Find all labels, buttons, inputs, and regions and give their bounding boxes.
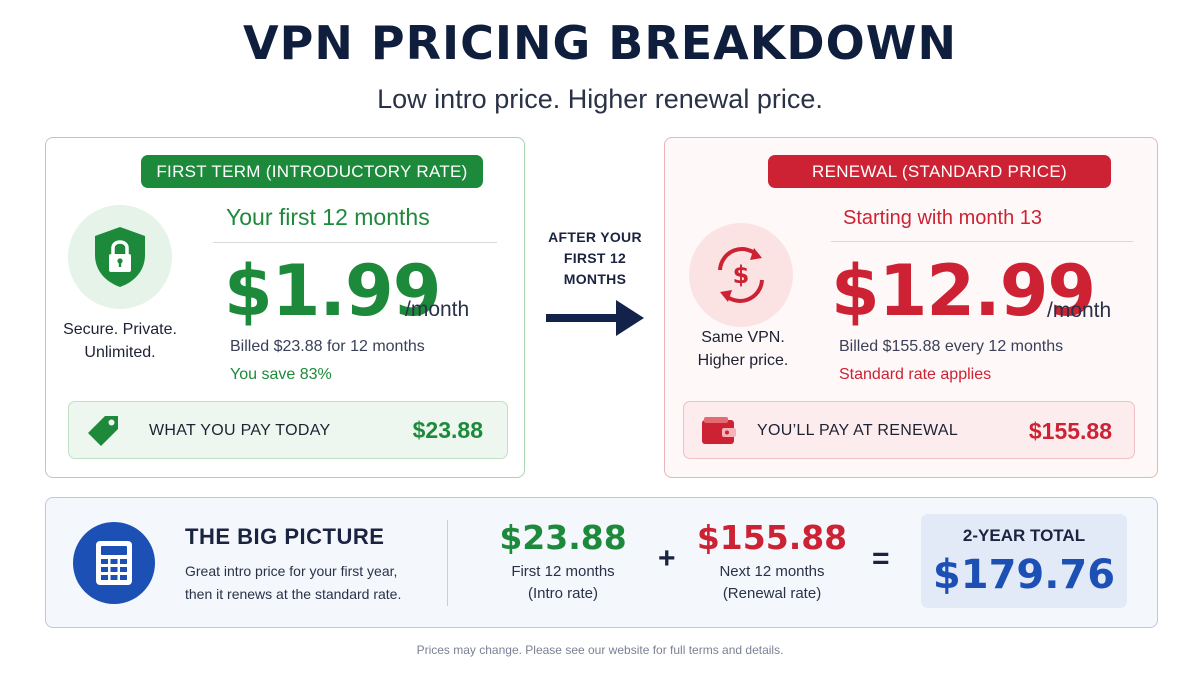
divider bbox=[831, 241, 1133, 242]
two-year-total-label: 2-YEAR TOTAL bbox=[962, 526, 1086, 545]
two-year-total-value: $179.76 bbox=[932, 552, 1116, 598]
pay-renewal-value: $155.88 bbox=[1028, 418, 1112, 444]
first-year-label-line-2: (Intro rate) bbox=[527, 585, 599, 602]
description-line-2: then it renews at the standard rate. bbox=[185, 586, 402, 602]
page-title: VPN PRICING BREAKDOWN bbox=[243, 16, 957, 70]
footer-disclaimer: Prices may change. Please see our websit… bbox=[416, 643, 784, 657]
pay-renewal-box: YOU’LL PAY AT RENEWAL $155.88 bbox=[683, 401, 1135, 459]
renewal-billed-text: Billed $155.88 every 12 months bbox=[839, 338, 1064, 355]
first-term-period: Your first 12 months bbox=[226, 204, 430, 230]
second-year-label-line-1: Next 12 months bbox=[719, 563, 825, 580]
tagline-line-1: Same VPN. bbox=[701, 329, 785, 346]
arrow-right-icon bbox=[546, 300, 644, 336]
vertical-divider bbox=[447, 520, 448, 606]
big-picture-title: THE BIG PICTURE bbox=[185, 524, 385, 549]
first-year-label: First 12 months (Intro rate) bbox=[483, 561, 643, 605]
pay-today-value: $23.88 bbox=[412, 417, 483, 443]
page-subtitle: Low intro price. Higher renewal price. bbox=[377, 84, 823, 114]
second-year-summary: $155.88 Next 12 months (Renewal rate) bbox=[692, 518, 852, 605]
calculator-icon bbox=[73, 522, 155, 604]
second-year-label: Next 12 months (Renewal rate) bbox=[692, 561, 852, 605]
price-tag-icon bbox=[88, 416, 118, 446]
two-year-total-box: 2-YEAR TOTAL $179.76 bbox=[921, 514, 1127, 608]
transition-line-3: MONTHS bbox=[563, 271, 627, 287]
first-term-card: FIRST TERM (INTRODUCTORY RATE) Secure. P… bbox=[45, 137, 525, 478]
description-line-1: Great intro price for your first year, bbox=[185, 563, 398, 579]
first-year-label-line-1: First 12 months bbox=[511, 563, 615, 580]
renewal-pill: RENEWAL (STANDARD PRICE) bbox=[768, 155, 1111, 188]
tagline-line-2: Unlimited. bbox=[84, 344, 156, 361]
dollar-cycle-icon: $ bbox=[689, 223, 793, 327]
transition-line-1: AFTER YOUR bbox=[548, 229, 642, 245]
second-year-amount: $155.88 bbox=[696, 518, 848, 557]
renewal-card: RENEWAL (STANDARD PRICE) $ Same VPN. Hig… bbox=[664, 137, 1158, 478]
transition-label: AFTER YOUR FIRST 12 MONTHS bbox=[540, 227, 650, 290]
intro-price: $1.99 bbox=[224, 250, 441, 332]
pay-today-label: WHAT YOU PAY TODAY bbox=[149, 422, 331, 439]
first-term-tagline: Secure. Private. Unlimited. bbox=[52, 318, 188, 364]
big-picture-description: Great intro price for your first year, t… bbox=[185, 560, 455, 606]
per-month-label: /month bbox=[405, 298, 470, 321]
transition-line-2: FIRST 12 bbox=[563, 250, 627, 266]
renewal-period: Starting with month 13 bbox=[843, 207, 1042, 229]
equals-sign: = bbox=[872, 542, 890, 575]
big-picture-panel: THE BIG PICTURE Great intro price for yo… bbox=[45, 497, 1158, 628]
plus-sign: + bbox=[658, 542, 676, 575]
divider bbox=[213, 242, 497, 243]
tagline-line-1: Secure. Private. bbox=[63, 321, 177, 338]
first-term-pill: FIRST TERM (INTRODUCTORY RATE) bbox=[141, 155, 483, 188]
pay-today-box: WHAT YOU PAY TODAY $23.88 bbox=[68, 401, 508, 459]
renewal-tagline: Same VPN. Higher price. bbox=[669, 326, 817, 372]
tagline-line-2: Higher price. bbox=[697, 352, 789, 369]
wallet-icon bbox=[702, 417, 736, 444]
first-year-summary: $23.88 First 12 months (Intro rate) bbox=[483, 518, 643, 605]
svg-text:$: $ bbox=[733, 261, 750, 289]
per-month-label: /month bbox=[1047, 299, 1112, 322]
pay-renewal-label: YOU’LL PAY AT RENEWAL bbox=[757, 422, 959, 439]
intro-billed-text: Billed $23.88 for 12 months bbox=[230, 338, 425, 355]
lock-shield-icon bbox=[68, 205, 172, 309]
standard-rate-note: Standard rate applies bbox=[839, 366, 992, 383]
savings-note: You save 83% bbox=[230, 366, 332, 383]
second-year-label-line-2: (Renewal rate) bbox=[722, 585, 822, 602]
renewal-price: $12.99 bbox=[831, 250, 1096, 332]
first-year-amount: $23.88 bbox=[499, 518, 627, 557]
